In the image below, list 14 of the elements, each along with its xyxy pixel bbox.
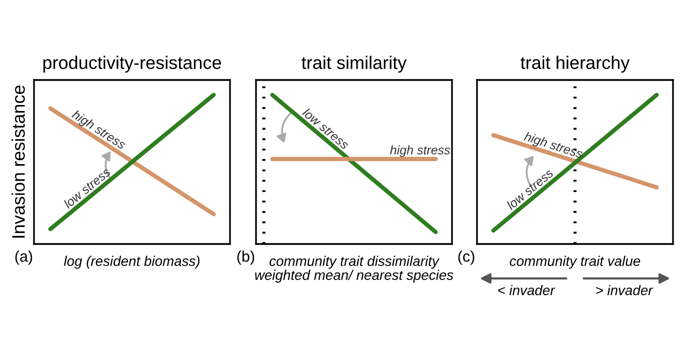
chart-title: trait hierarchy [520,56,630,73]
chart-title: trait similarity [302,56,407,73]
text: (c) [458,250,474,265]
y-axis-title: Invasion resistance [12,86,25,238]
x-axis-title: log (resident biomass) [64,256,200,269]
series-label: high stress [390,145,450,157]
text: < invader [498,285,556,296]
text: > invader [596,285,654,296]
text: high stress [522,131,584,161]
text: (a) [15,250,32,265]
text: (b) [237,250,254,265]
x-axis-title: community trait value [510,256,640,269]
x-axis-title: community trait dissimilarity weighted mean/ nearest species [255,256,454,283]
chart-title: productivity-resistance [43,56,222,73]
